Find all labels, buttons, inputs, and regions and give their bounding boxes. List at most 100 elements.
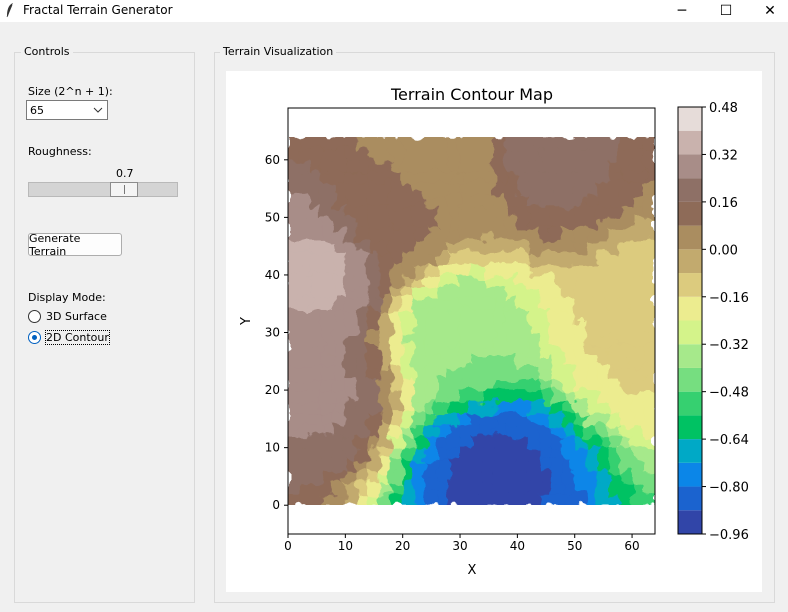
contour-cell (516, 228, 530, 241)
roughness-slider-track[interactable] (28, 182, 178, 197)
contour-cell (288, 378, 300, 391)
contour-cell (631, 308, 645, 322)
size-combobox[interactable]: 65 (26, 100, 108, 120)
contour-cell (402, 170, 415, 184)
contour-cell (436, 170, 450, 184)
contour-cell (471, 481, 484, 495)
contour-cell (321, 308, 335, 322)
contour-cell (436, 216, 450, 230)
contour-cell (505, 389, 518, 403)
colorbar-band (678, 130, 702, 155)
contour-cell (482, 182, 495, 195)
contour-cell (528, 470, 541, 483)
radio-2d-contour[interactable] (28, 331, 41, 344)
contour-cell (344, 401, 358, 414)
y-tick-label: 50 (265, 210, 280, 224)
maximize-button[interactable]: ☐ (704, 0, 748, 22)
contour-cell (505, 205, 518, 218)
contour-cell (390, 320, 404, 334)
contour-cell (551, 205, 564, 218)
contour-cell (608, 435, 622, 449)
contour-cell (356, 308, 369, 322)
contour-cell (585, 262, 599, 276)
contour-cell (493, 216, 507, 230)
contour-cell (574, 297, 587, 310)
contour-cell (310, 493, 323, 505)
minimize-button[interactable]: ─ (660, 0, 704, 22)
contour-cell (643, 297, 655, 310)
close-button[interactable]: ✕ (748, 0, 788, 22)
contour-cell (459, 170, 472, 184)
contour-cell (344, 412, 358, 426)
colorbar-tick-label: −0.48 (709, 386, 749, 401)
contour-cell (597, 147, 610, 161)
contour-cell (562, 424, 576, 437)
contour-cell (551, 412, 564, 426)
contour-cell (333, 137, 346, 149)
contour-cell (344, 355, 358, 368)
contour-cell (379, 481, 392, 495)
contour-cell (344, 205, 358, 218)
colorbar-band (678, 225, 702, 250)
contour-cell (493, 182, 507, 195)
contour-cell (597, 308, 610, 322)
contour-cell (367, 147, 381, 161)
contour-cell (493, 435, 507, 449)
contour-cell (631, 412, 645, 426)
contour-cell (643, 435, 655, 449)
contour-cell (436, 493, 450, 505)
roughness-slider-thumb[interactable] (110, 182, 138, 197)
contour-cell (516, 401, 530, 414)
contour-cell (298, 332, 312, 345)
radio-3d-surface[interactable] (28, 310, 41, 323)
contour-cell (436, 285, 450, 299)
contour-cell (562, 355, 576, 368)
contour-cell (493, 147, 507, 161)
contour-cell (288, 389, 300, 403)
contour-cell (390, 435, 404, 449)
contour-cell (643, 366, 655, 380)
contour-cell (379, 147, 392, 161)
contour-cell (425, 274, 438, 287)
colorbar: 0.48 0.32 0.16 0.00 −0.16 −0.32 −0.48 −0.64 −0.8… (677, 101, 749, 543)
contour-cell (551, 216, 564, 230)
contour-cell (643, 239, 655, 253)
contour-cell (516, 205, 530, 218)
contour-cell (493, 320, 507, 334)
contour-cell (597, 378, 610, 391)
contour-cell (367, 412, 381, 426)
contour-cell (597, 170, 610, 184)
contour-cell (448, 285, 461, 299)
contour-cell (620, 320, 633, 334)
contour-cell (459, 239, 472, 253)
contour-cell (597, 297, 610, 310)
contour-cell (574, 147, 587, 161)
contour-cell (505, 378, 518, 391)
contour-cell (321, 378, 335, 391)
contour-cell (505, 239, 518, 253)
contour-cell (482, 435, 495, 449)
contour-cell (390, 274, 404, 287)
contour-cell (344, 435, 358, 449)
radio-2d-contour-label[interactable]: 2D Contour (45, 330, 110, 345)
radio-3d-surface-label[interactable]: 3D Surface (46, 310, 107, 323)
contour-cell (539, 170, 553, 184)
contour-cell (310, 239, 323, 253)
contour-cell (482, 205, 495, 218)
contour-cell (367, 493, 381, 505)
contour-cell (539, 401, 553, 414)
contour-cell (562, 401, 576, 414)
colorbar-tick-label: 0.48 (709, 101, 738, 116)
contour-cell (620, 262, 633, 276)
contour-cell (288, 355, 300, 368)
colorbar-band (678, 201, 702, 226)
contour-cell (608, 332, 622, 345)
contour-cell (321, 239, 335, 253)
generate-terrain-button[interactable]: Generate Terrain (28, 232, 122, 258)
contour-cell (402, 366, 415, 380)
contour-cell (413, 343, 427, 357)
contour-cell (310, 137, 323, 149)
contour-cell (643, 389, 655, 403)
contour-cell (516, 262, 530, 276)
contour-cell (425, 170, 438, 184)
